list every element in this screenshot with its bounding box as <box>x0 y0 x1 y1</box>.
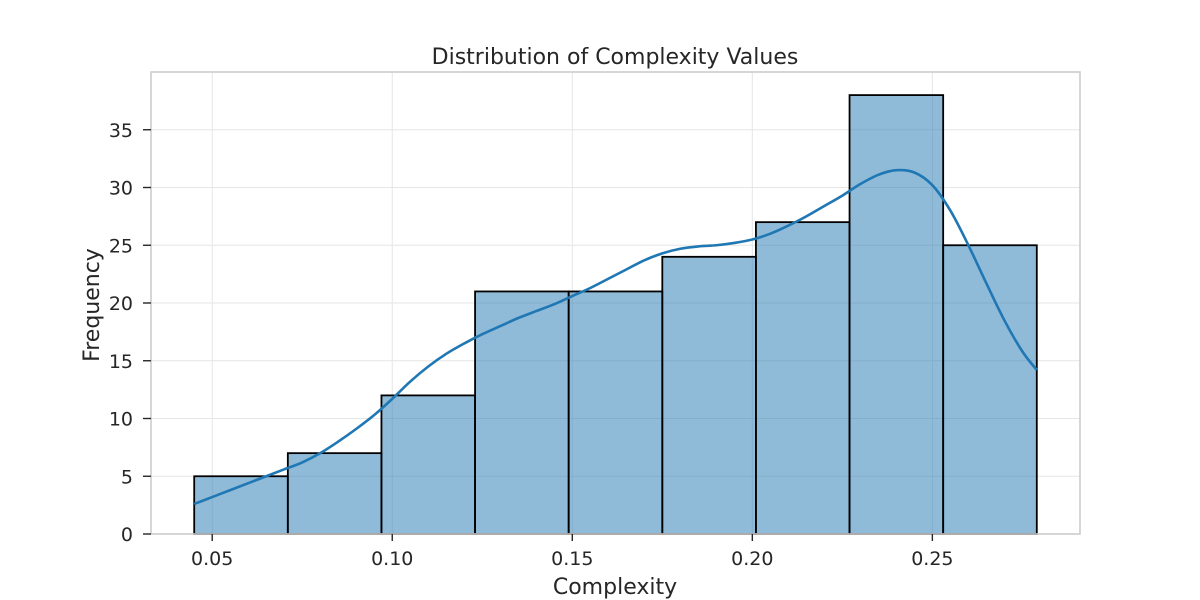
y-axis-label: Frequency <box>80 248 105 362</box>
x-tick-label-1: 0.10 <box>371 548 413 570</box>
y-tick-label-4: 20 <box>109 293 133 315</box>
histogram-bar-2 <box>380 394 476 535</box>
y-tick-label-2: 10 <box>109 409 133 431</box>
histogram-bar-5 <box>661 255 757 535</box>
x-tick-label-3: 0.20 <box>731 548 773 570</box>
y-tick-label-3: 15 <box>109 351 133 373</box>
histogram-bar-6 <box>755 221 851 535</box>
y-tick-label-0: 0 <box>121 524 133 546</box>
histogram-bars <box>193 94 1038 535</box>
x-tick-label-4: 0.25 <box>911 548 953 570</box>
histogram-bar-4 <box>567 290 664 535</box>
y-tick-label-6: 30 <box>109 178 133 200</box>
x-tick-label-2: 0.15 <box>551 548 593 570</box>
kde-curve <box>193 168 1038 506</box>
x-axis-label: Complexity <box>553 575 677 600</box>
histogram-bar-3 <box>474 290 570 535</box>
x-axis: 0.05 0.10 0.15 0.20 0.25 <box>191 534 954 570</box>
y-tick-label-1: 5 <box>121 466 133 488</box>
y-tick-label-5: 25 <box>109 235 133 257</box>
y-axis: 0 5 10 15 20 25 30 35 <box>109 120 151 546</box>
chart-title: Distribution of Complexity Values <box>432 45 799 70</box>
histogram-bar-1 <box>286 452 383 535</box>
histogram-bar-7 <box>848 94 945 535</box>
y-tick-label-7: 35 <box>109 120 133 142</box>
x-tick-label-0: 0.05 <box>191 548 233 570</box>
